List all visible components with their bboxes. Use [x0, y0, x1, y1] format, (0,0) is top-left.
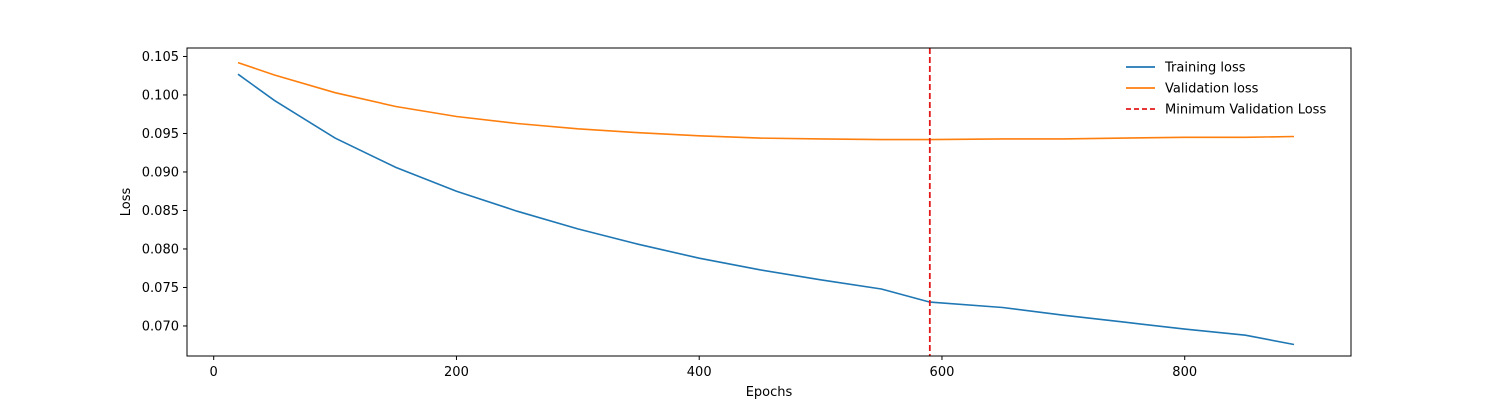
- legend-label: Minimum Validation Loss: [1165, 103, 1326, 118]
- y-tick-label: 0.075: [142, 281, 179, 296]
- legend: Training loss Validation loss Minimum Vali…: [1126, 61, 1326, 118]
- x-tick-label: 800: [1172, 365, 1197, 380]
- x-axis: 0 200 400 600 800: [210, 356, 1197, 380]
- x-tick-label: 200: [444, 365, 469, 380]
- y-tick-label: 0.080: [142, 242, 179, 257]
- y-tick-label: 0.070: [142, 319, 179, 334]
- legend-label: Training loss: [1164, 61, 1246, 76]
- y-axis: 0.070 0.075 0.080 0.085 0.090 0.095 0.100 0.105: [142, 50, 187, 334]
- series-line-training-loss: [237, 73, 1295, 346]
- x-axis-label: Epochs: [746, 385, 793, 400]
- y-tick-label: 0.105: [142, 50, 179, 65]
- legend-label: Validation loss: [1165, 82, 1259, 97]
- x-tick-label: 0: [210, 365, 218, 380]
- y-tick-label: 0.085: [142, 204, 179, 219]
- y-tick-label: 0.095: [142, 127, 179, 142]
- plot-frame: [186, 47, 1352, 357]
- y-axis-label: Loss: [119, 188, 134, 217]
- plot-lines: [237, 48, 1295, 356]
- x-tick-label: 400: [687, 365, 712, 380]
- series-line-validation-loss: [237, 61, 1295, 141]
- y-tick-label: 0.100: [142, 88, 179, 103]
- x-tick-label: 600: [930, 365, 955, 380]
- y-tick-label: 0.090: [142, 165, 179, 180]
